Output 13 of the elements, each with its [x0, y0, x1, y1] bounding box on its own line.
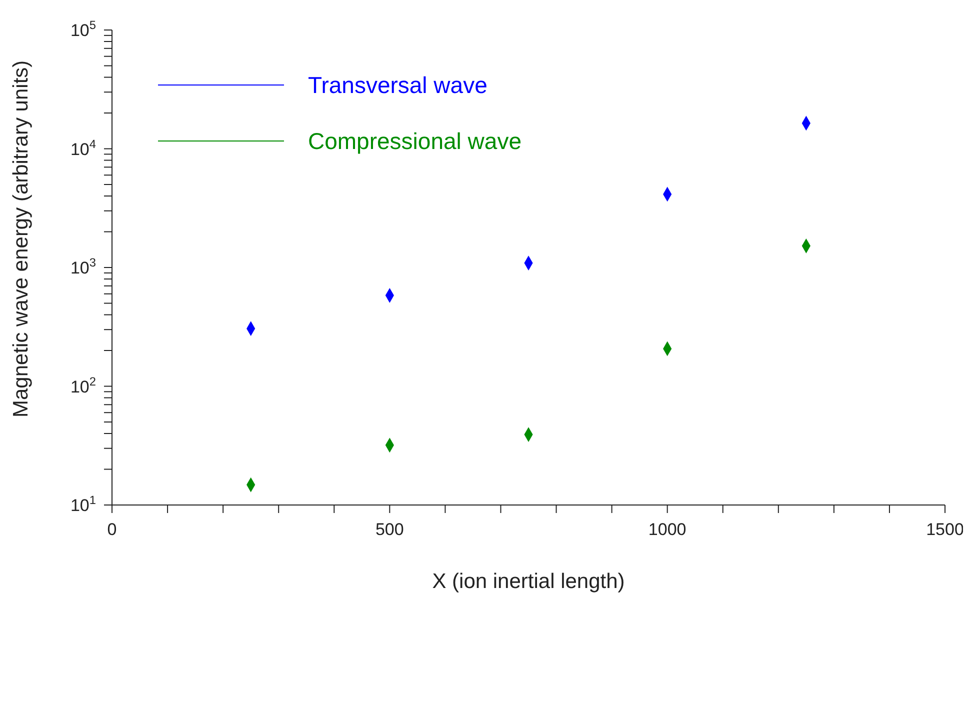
y-tick-label: 10$^{1}$	[70, 493, 96, 515]
y-tick-label: 10$^{5}$	[70, 18, 96, 40]
y-axis-title: Magnetic wave energy (arbitrary units)	[9, 60, 32, 418]
x-tick-label: 1000	[648, 520, 686, 539]
y-tick-label: 10$^{4}$	[70, 136, 96, 159]
y-tick-label: 10$^{2}$	[70, 374, 96, 396]
text: Transversal wave	[308, 72, 488, 98]
x-tick-label: 500	[375, 520, 404, 539]
x-axis-title: X (ion inertial length)	[432, 570, 625, 593]
y-tick-label: 10$^{3}$	[70, 256, 96, 278]
x-tick-label: 0	[107, 520, 117, 539]
x-tick-label: 1500	[926, 520, 964, 539]
text: Compressional wave	[308, 128, 522, 154]
